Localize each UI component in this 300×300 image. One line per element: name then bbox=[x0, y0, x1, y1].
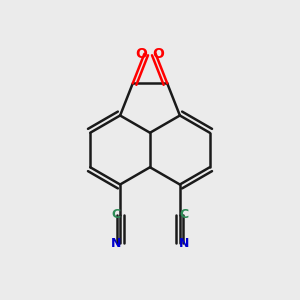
Text: O: O bbox=[153, 47, 165, 61]
Text: C: C bbox=[111, 208, 120, 221]
Text: O: O bbox=[135, 47, 147, 61]
Text: C: C bbox=[180, 208, 189, 221]
Text: N: N bbox=[110, 237, 121, 250]
Text: N: N bbox=[179, 237, 190, 250]
